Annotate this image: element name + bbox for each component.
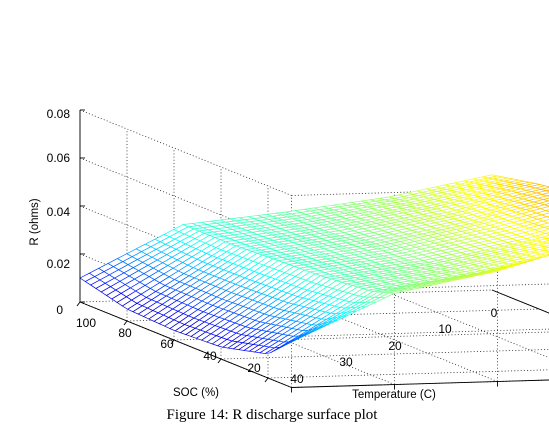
y-tick-mark xyxy=(123,320,128,326)
y-tick-label: 100 xyxy=(76,316,96,330)
gridline xyxy=(388,292,549,359)
y-tick-label: 20 xyxy=(247,361,261,375)
y-tick-mark xyxy=(217,358,222,364)
y-tick-label: 80 xyxy=(118,326,132,340)
gridline xyxy=(79,109,292,196)
x-tick-labels: 0 10 20 30 40 xyxy=(290,306,497,386)
x-axis-label: Temperature (C) xyxy=(352,389,436,401)
y-tick-mark xyxy=(170,339,175,345)
x-tick-label: 30 xyxy=(339,355,353,369)
x-tick-label: 10 xyxy=(438,322,452,336)
gridline xyxy=(291,331,549,340)
floor-edge-line xyxy=(491,289,549,314)
z-tick-label: 0.04 xyxy=(47,205,71,219)
x-tick-label: 0 xyxy=(491,306,498,320)
z-tick-label: 0.08 xyxy=(47,107,71,121)
z-tick-label: 0.06 xyxy=(47,151,71,165)
z-axis-label: R (ohms) xyxy=(29,198,41,245)
z-tick-label: 0.02 xyxy=(47,257,71,271)
surface-cell xyxy=(482,174,498,179)
y-axis-line xyxy=(79,301,292,388)
surface-mesh xyxy=(79,174,549,354)
x-tick-label: 40 xyxy=(290,372,304,386)
axes xyxy=(76,109,549,393)
x-axis-line xyxy=(291,379,549,388)
surface-cell xyxy=(542,225,549,230)
y-tick-mark xyxy=(264,377,269,383)
y-axis-label: SOC (%) xyxy=(173,387,219,399)
y-tick-label: 40 xyxy=(203,349,217,363)
y-tick-mark xyxy=(76,301,81,307)
y-tick-labels: 100 80 60 40 20 xyxy=(76,316,261,375)
x-tick-label: 20 xyxy=(388,339,402,353)
z-tick-labels: 0 0.02 0.04 0.06 0.08 xyxy=(47,107,71,317)
figure-caption: Figure 14: R discharge surface plot xyxy=(167,407,379,423)
gridline xyxy=(491,289,549,314)
z-tick-label: 0 xyxy=(56,303,63,317)
y-tick-label: 60 xyxy=(160,337,174,351)
surface-cell xyxy=(541,219,549,224)
gridline xyxy=(267,369,549,379)
